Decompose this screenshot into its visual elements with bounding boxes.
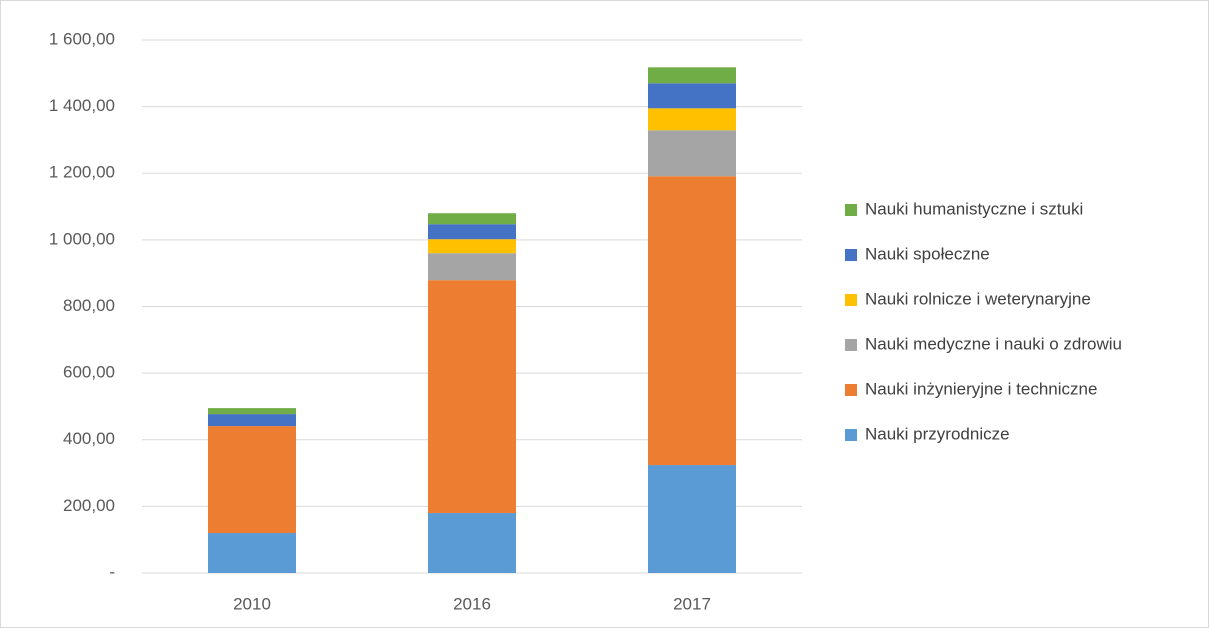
bar-segment <box>208 414 296 427</box>
x-tick-label: 2010 <box>233 594 271 613</box>
legend-swatch <box>845 384 857 396</box>
legend-swatch <box>845 429 857 441</box>
x-tick-label: 2017 <box>673 594 711 613</box>
bar-segment <box>208 426 296 534</box>
bar-segment <box>208 408 296 415</box>
y-tick-label: 1 600,00 <box>49 29 115 48</box>
legend-swatch <box>845 294 857 306</box>
bar-segment <box>648 108 736 131</box>
legend-swatch <box>845 204 857 216</box>
y-tick-label: 600,00 <box>63 363 115 382</box>
legend-swatch <box>845 249 857 261</box>
bar-segment <box>428 253 516 281</box>
bar-segment <box>648 465 736 573</box>
legend: Nauki przyrodnicze Nauki inżynieryjne i t… <box>845 199 1122 443</box>
legend-swatch <box>845 339 857 351</box>
bar-segment <box>648 176 736 466</box>
y-tick-label: 1 400,00 <box>49 96 115 115</box>
y-tick-label: - <box>109 562 115 581</box>
bar-segment <box>428 239 516 254</box>
x-tick-label: 2016 <box>453 594 491 613</box>
y-tick-label: 1 000,00 <box>49 229 115 248</box>
bar-segment <box>428 213 516 225</box>
bar-segment <box>648 130 736 177</box>
bar-segment <box>648 67 736 84</box>
y-tick-label: 200,00 <box>63 496 115 515</box>
bar-segment <box>428 224 516 240</box>
legend-label: Nauki społeczne <box>865 244 990 263</box>
y-tick-label: 800,00 <box>63 296 115 315</box>
bar-segment <box>208 533 296 573</box>
legend-label: Nauki inżynieryjne i techniczne <box>865 379 1097 398</box>
bar-segment <box>428 280 516 514</box>
y-tick-label: 400,00 <box>63 429 115 448</box>
y-tick-label: 1 200,00 <box>49 163 115 182</box>
legend-label: Nauki przyrodnicze <box>865 424 1010 443</box>
bar-segment <box>428 513 516 573</box>
bar-segment <box>648 83 736 109</box>
legend-label: Nauki rolnicze i weterynaryjne <box>865 289 1091 308</box>
legend-label: Nauki medyczne i nauki o zdrowiu <box>865 334 1122 353</box>
legend-label: Nauki humanistyczne i sztuki <box>865 199 1083 218</box>
